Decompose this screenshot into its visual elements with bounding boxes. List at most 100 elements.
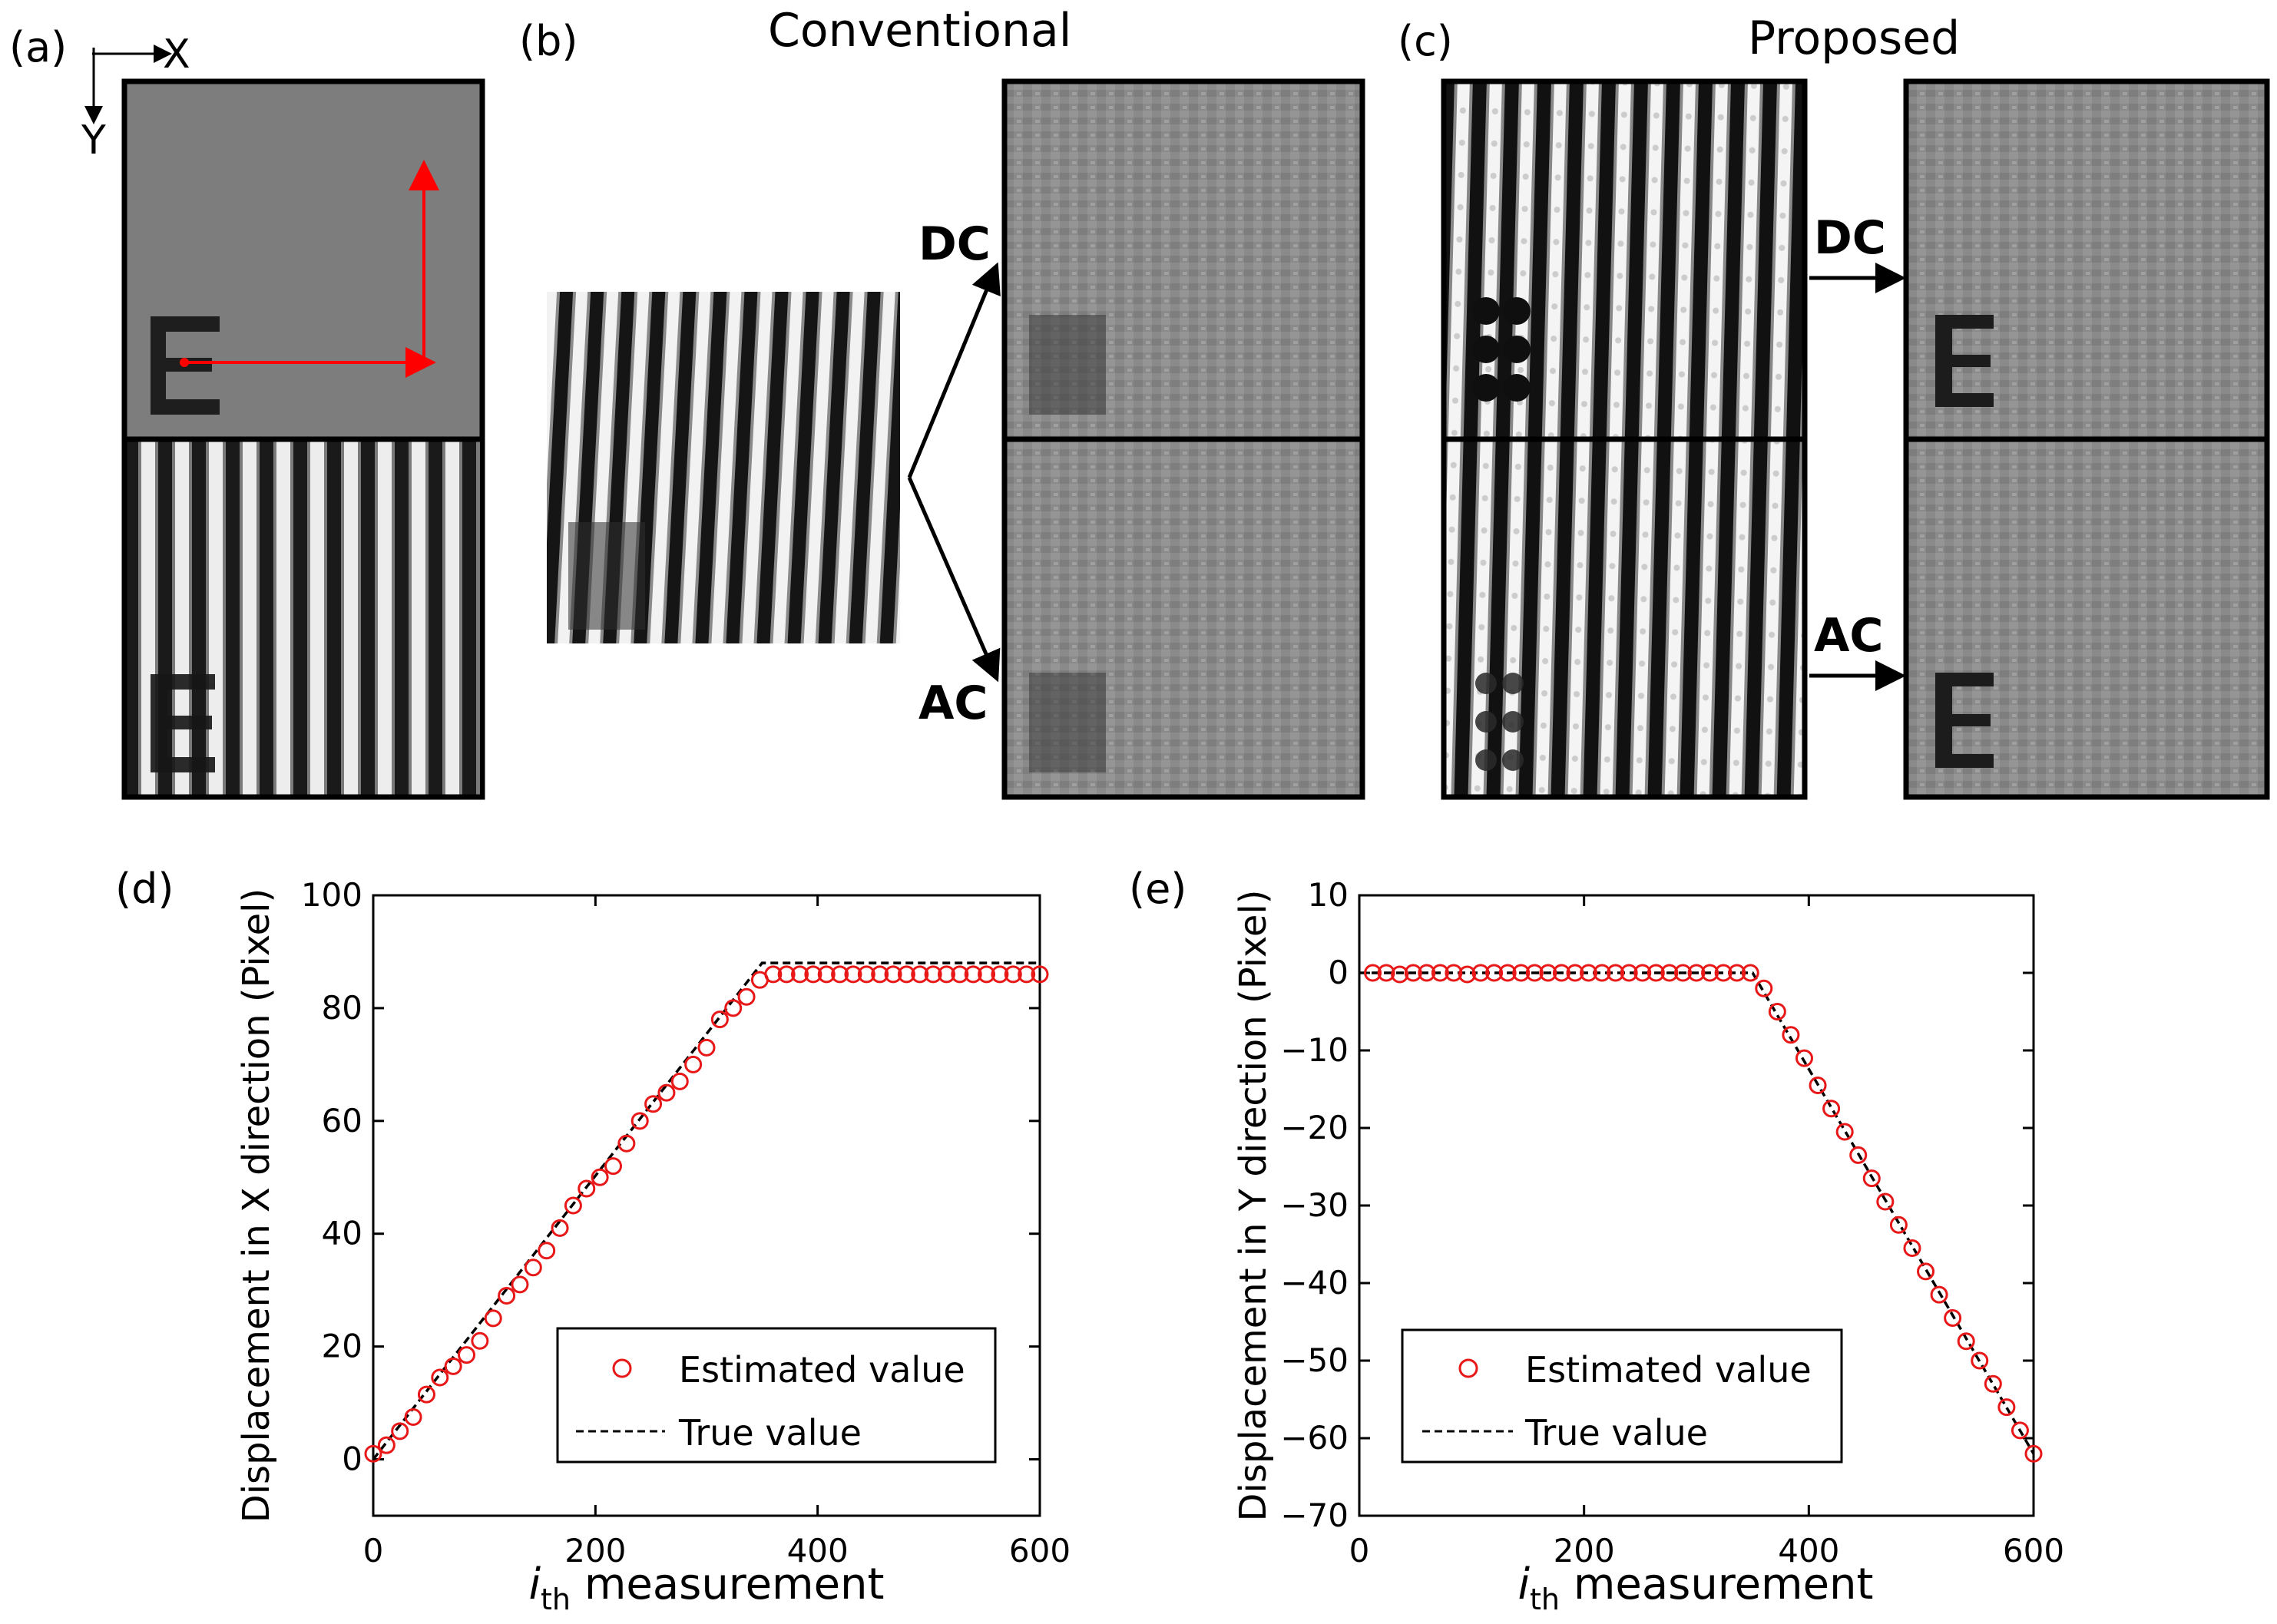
chart-d-legend-estimated: Estimated value [679,1349,965,1391]
estimated-point [2011,1421,2029,1440]
estimated-point [1673,964,1692,982]
estimated-point [1607,964,1625,982]
axis-x-label: X [163,31,190,78]
estimated-point [857,965,875,984]
chart-d-legend-true: True value [678,1412,862,1454]
estimated-point [1458,965,1476,984]
chart-e-legend-true: True value [1524,1412,1708,1454]
proposed-dc-e [1935,315,1994,407]
estimated-point [1004,965,1022,984]
x-tick-label: 400 [1778,1532,1839,1569]
estimated-point [911,965,929,984]
chart-d-true-line-group [372,961,1040,1460]
estimated-point [1944,1308,1962,1327]
chart-d: (d) 0 200 400 600 0 20 40 60 80 100 Displacement … [115,865,1071,1616]
estimated-point [578,1179,596,1198]
estimated-point [484,1309,502,1328]
true-value-line [1359,971,2035,1455]
estimated-point [458,1346,476,1364]
conventional-dc-object [1029,315,1106,415]
estimated-point [591,1168,609,1186]
estimated-point [1822,1100,1841,1118]
estimated-point [844,965,862,984]
estimated-point [1566,964,1584,982]
panel-e-label: (e) [1129,865,1186,913]
estimated-point [1701,964,1719,982]
chart-d-xlabel: ith measurement [528,1560,884,1616]
chart-d-legend-marker [612,1358,632,1378]
panel-c-label: (c) [1398,17,1453,65]
letter-e-fringe [151,674,215,772]
estimated-point [538,1242,556,1260]
estimated-point [377,1436,395,1454]
proposed-dc-label: DC [1814,211,1886,265]
proposed-ac-e [1935,673,1994,768]
estimated-point [1377,964,1395,982]
estimated-point [1862,1169,1881,1188]
x-tick-label: 600 [2003,1532,2064,1569]
chart-e-xlabel-i: i [1517,1560,1530,1609]
estimated-point [1755,979,1773,997]
y-tick-label: −60 [1280,1419,1349,1457]
estimated-point [657,1083,676,1102]
chart-d-ylabel: Displacement in X direction (Pixel) [235,888,278,1523]
estimated-point [1364,964,1382,982]
proposed-hologram-2-e [1475,673,1524,771]
panel-c: (c) Proposed DC AC [1398,12,2270,800]
estimated-point [1984,1374,2002,1393]
estimated-point [1593,964,1611,982]
estimated-point [1620,964,1638,982]
estimated-point [1835,1123,1854,1141]
chart-e-true-line-group [1359,971,2035,1455]
y-tick-label: 60 [322,1102,362,1139]
x-tick-label: 400 [787,1532,849,1569]
estimated-point [1512,964,1531,982]
estimated-point [511,1275,529,1294]
estimated-point [471,1331,489,1350]
estimated-point [617,1134,636,1153]
panel-c-title: Proposed [1748,12,1960,65]
estimated-point [1971,1351,1989,1370]
estimated-point [604,1157,622,1176]
estimated-point [684,1055,703,1073]
estimated-point [964,965,982,984]
estimated-point [1647,964,1665,982]
y-tick-label: −50 [1280,1341,1349,1379]
chart-e-ticks: 0 200 400 600 10 0 −10 −20 −30 −40 −50 −60 −70 [1280,876,2064,1569]
panel-b-label: (b) [519,17,578,65]
estimated-point [1660,964,1679,982]
proposed-hologram-1-e [1472,297,1531,402]
y-tick-label: 20 [322,1328,362,1365]
y-tick-label: −10 [1280,1031,1349,1069]
estimated-point [1741,964,1759,982]
estimated-point [1957,1332,1975,1351]
estimated-point [1849,1146,1868,1164]
estimated-point [670,1072,689,1090]
estimated-point [1903,1239,1921,1258]
estimated-point [1404,964,1422,982]
estimated-point [724,999,743,1017]
estimated-point [417,1385,435,1404]
estimated-point [1418,964,1436,982]
estimated-point [498,1287,516,1305]
y-tick-label: 40 [322,1215,362,1252]
estimated-point [1391,965,1409,984]
panel-b-title: Conventional [768,4,1071,58]
fringe-image [121,436,485,800]
chart-e-legend-estimated: Estimated value [1525,1349,1812,1391]
y-tick-label: 10 [1308,876,1349,914]
estimated-point [1917,1262,1935,1281]
dc-split-arrow [907,262,1001,478]
chart-d-ticks: 0 200 400 600 0 20 40 60 80 100 [301,876,1071,1569]
estimated-point [1809,1076,1827,1094]
estimated-point [1552,964,1570,982]
estimated-point [1782,1026,1800,1044]
proposed-ac-label: AC [1814,609,1883,663]
true-value-line [372,961,1040,1460]
estimated-point [551,1219,569,1237]
estimated-point [1539,964,1557,982]
chart-e-xlabel-rest: measurement [1560,1560,1874,1609]
chart-e-legend-marker [1458,1358,1478,1378]
estimated-point [697,1038,716,1057]
